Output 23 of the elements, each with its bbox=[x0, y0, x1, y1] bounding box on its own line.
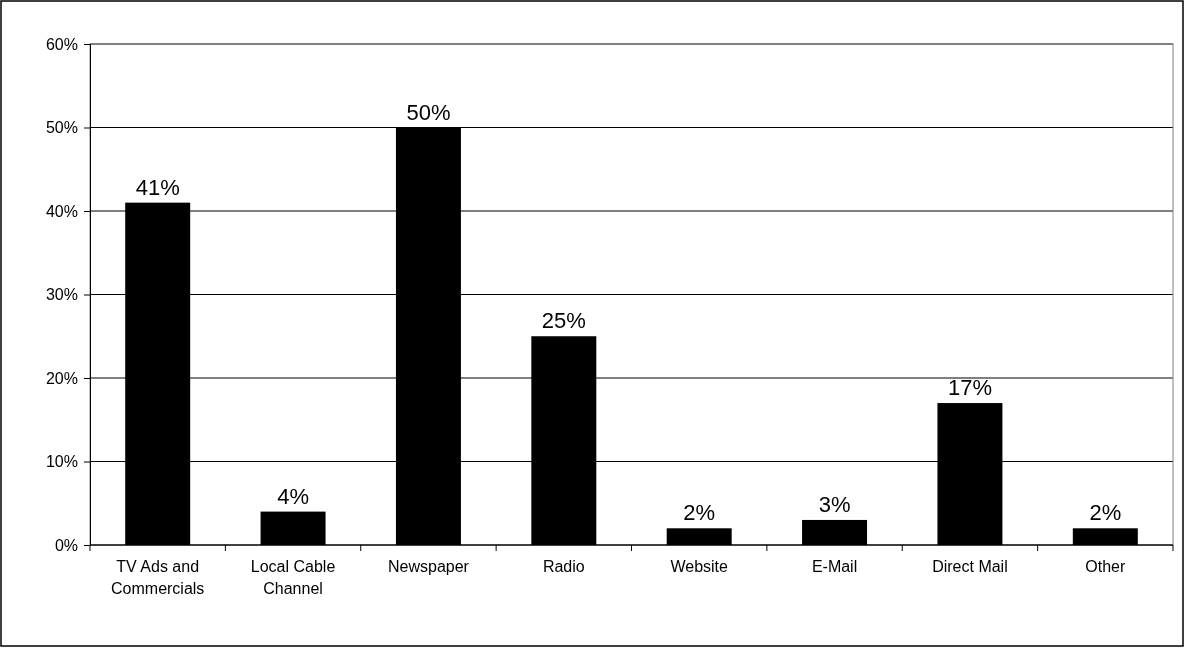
y-tick-label: 20% bbox=[45, 369, 78, 387]
data-label: 17% bbox=[947, 375, 992, 401]
data-label: 2% bbox=[1089, 500, 1122, 526]
x-tick-label: Other bbox=[1085, 558, 1126, 575]
x-tick-label: TV Ads and Commercials bbox=[111, 558, 205, 597]
y-tick-label: 40% bbox=[45, 202, 78, 220]
y-tick-label: 0% bbox=[54, 536, 78, 554]
data-label: 2% bbox=[683, 500, 716, 526]
data-label: 41% bbox=[135, 174, 180, 200]
x-tick-label: Radio bbox=[542, 558, 585, 575]
x-tick-label: Direct Mail bbox=[932, 558, 1008, 575]
data-label: 25% bbox=[541, 308, 586, 334]
data-label: 50% bbox=[406, 99, 451, 125]
x-tick-label: E-Mail bbox=[811, 558, 858, 575]
y-tick-label: 60% bbox=[45, 35, 78, 53]
data-label: 4% bbox=[277, 483, 309, 509]
x-tick-label: Local Cable Channel bbox=[250, 558, 336, 597]
y-tick-label: 30% bbox=[45, 286, 78, 304]
x-tick-label: Newspaper bbox=[387, 558, 470, 575]
y-tick-label: 10% bbox=[45, 453, 78, 471]
data-label: 3% bbox=[818, 491, 851, 517]
y-tick-label: 50% bbox=[45, 119, 78, 137]
x-tick-label: Website bbox=[670, 558, 729, 575]
